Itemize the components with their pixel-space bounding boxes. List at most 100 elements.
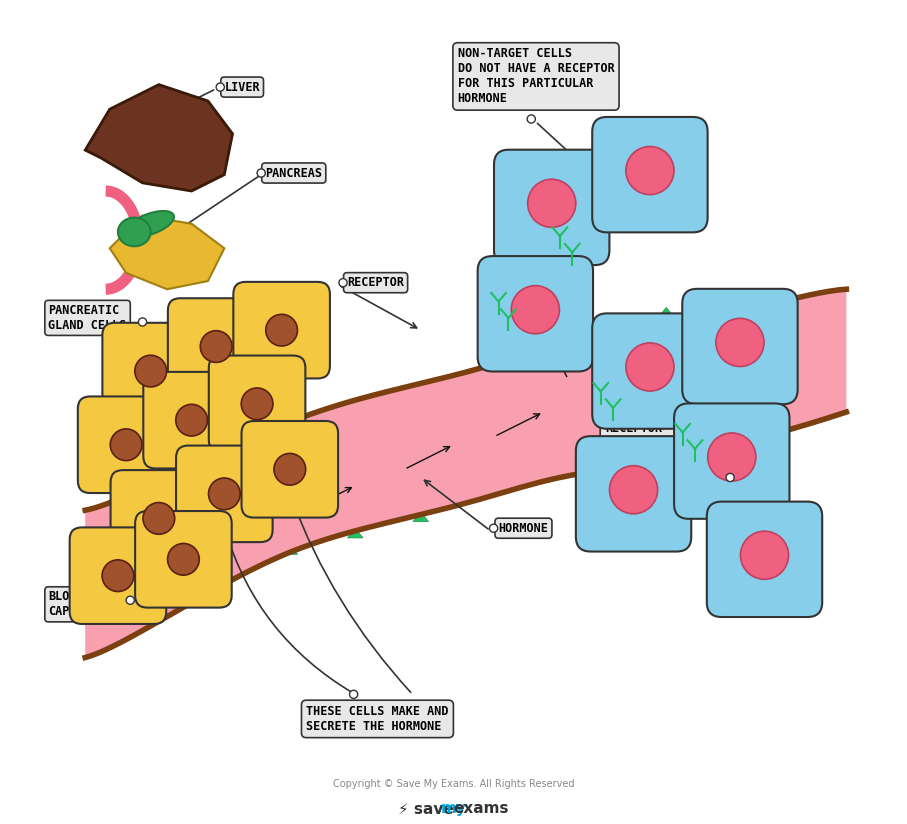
FancyBboxPatch shape bbox=[682, 289, 797, 405]
Polygon shape bbox=[184, 536, 200, 546]
Polygon shape bbox=[331, 463, 346, 472]
Circle shape bbox=[111, 429, 142, 461]
Circle shape bbox=[610, 466, 658, 514]
Polygon shape bbox=[380, 488, 395, 497]
FancyBboxPatch shape bbox=[707, 502, 823, 617]
Polygon shape bbox=[200, 512, 216, 522]
Polygon shape bbox=[266, 455, 281, 464]
Circle shape bbox=[512, 286, 560, 334]
Polygon shape bbox=[176, 430, 191, 440]
Text: LIVER: LIVER bbox=[224, 81, 260, 94]
Polygon shape bbox=[85, 289, 846, 658]
Polygon shape bbox=[642, 340, 658, 349]
Circle shape bbox=[528, 180, 576, 227]
Circle shape bbox=[339, 279, 347, 287]
Circle shape bbox=[168, 544, 200, 575]
Polygon shape bbox=[282, 545, 297, 555]
Circle shape bbox=[740, 531, 788, 579]
Circle shape bbox=[626, 343, 674, 391]
Polygon shape bbox=[413, 512, 429, 522]
Polygon shape bbox=[225, 405, 240, 415]
Text: THESE CELLS MAKE AND
SECRETE THE HORMONE: THESE CELLS MAKE AND SECRETE THE HORMONE bbox=[307, 705, 449, 733]
Circle shape bbox=[102, 559, 134, 592]
Circle shape bbox=[527, 115, 535, 123]
Circle shape bbox=[176, 405, 208, 436]
Ellipse shape bbox=[127, 211, 174, 236]
Polygon shape bbox=[298, 488, 314, 497]
Polygon shape bbox=[85, 85, 232, 191]
Circle shape bbox=[216, 83, 224, 91]
FancyBboxPatch shape bbox=[592, 313, 707, 428]
Polygon shape bbox=[528, 382, 543, 391]
FancyBboxPatch shape bbox=[576, 436, 691, 551]
Polygon shape bbox=[192, 365, 208, 374]
FancyBboxPatch shape bbox=[674, 404, 789, 519]
Circle shape bbox=[707, 433, 756, 481]
Text: ⚡ save: ⚡ save bbox=[398, 802, 454, 817]
Polygon shape bbox=[429, 438, 445, 448]
Circle shape bbox=[626, 147, 674, 194]
Polygon shape bbox=[658, 307, 674, 317]
Polygon shape bbox=[445, 463, 462, 472]
Circle shape bbox=[266, 314, 297, 346]
Polygon shape bbox=[495, 405, 511, 415]
Polygon shape bbox=[160, 389, 175, 399]
Circle shape bbox=[257, 169, 265, 177]
Text: RECEPTOR: RECEPTOR bbox=[347, 276, 405, 289]
FancyBboxPatch shape bbox=[111, 471, 207, 567]
FancyBboxPatch shape bbox=[494, 150, 610, 265]
Polygon shape bbox=[691, 324, 707, 333]
Circle shape bbox=[139, 318, 147, 326]
Polygon shape bbox=[544, 422, 560, 432]
FancyBboxPatch shape bbox=[592, 117, 707, 232]
Text: NON-TARGET CELLS
DO NOT HAVE A RECEPTOR
FOR THIS PARTICULAR
HORMONE: NON-TARGET CELLS DO NOT HAVE A RECEPTOR … bbox=[458, 48, 614, 105]
Polygon shape bbox=[315, 504, 330, 513]
Circle shape bbox=[209, 478, 240, 510]
Text: HORMONE: HORMONE bbox=[499, 522, 549, 535]
Text: exams: exams bbox=[454, 802, 509, 817]
Polygon shape bbox=[396, 455, 412, 464]
Circle shape bbox=[490, 524, 498, 532]
FancyBboxPatch shape bbox=[176, 446, 273, 542]
FancyBboxPatch shape bbox=[70, 527, 166, 624]
FancyBboxPatch shape bbox=[102, 323, 199, 419]
Polygon shape bbox=[512, 447, 527, 456]
Circle shape bbox=[349, 691, 357, 699]
Polygon shape bbox=[143, 455, 159, 464]
Polygon shape bbox=[610, 365, 625, 374]
Text: TARGET CELLS
HAVE A SPECIFIC
RECEPTOR
COMPLEMENTARY
TO THE HORMONE: TARGET CELLS HAVE A SPECIFIC RECEPTOR CO… bbox=[605, 392, 712, 465]
Polygon shape bbox=[577, 389, 592, 399]
Polygon shape bbox=[478, 488, 494, 497]
FancyBboxPatch shape bbox=[241, 421, 338, 517]
Text: Copyright © Save My Exams. All Rights Reserved: Copyright © Save My Exams. All Rights Re… bbox=[333, 780, 574, 789]
Circle shape bbox=[135, 355, 167, 387]
Polygon shape bbox=[110, 216, 224, 289]
Circle shape bbox=[126, 596, 134, 604]
Text: PANCREAS: PANCREAS bbox=[265, 166, 322, 180]
FancyBboxPatch shape bbox=[168, 298, 265, 395]
FancyBboxPatch shape bbox=[143, 372, 239, 469]
Polygon shape bbox=[462, 430, 478, 440]
Circle shape bbox=[716, 318, 764, 367]
Polygon shape bbox=[217, 561, 232, 571]
FancyBboxPatch shape bbox=[233, 282, 330, 378]
FancyBboxPatch shape bbox=[478, 256, 593, 372]
Text: PANCREATIC
GLAND CELLS: PANCREATIC GLAND CELLS bbox=[48, 304, 127, 332]
Circle shape bbox=[143, 503, 175, 534]
Text: BLOOD
CAPILLARY: BLOOD CAPILLARY bbox=[48, 590, 112, 618]
Polygon shape bbox=[209, 471, 224, 480]
Polygon shape bbox=[347, 528, 363, 538]
Circle shape bbox=[241, 388, 273, 419]
Text: my: my bbox=[441, 802, 466, 817]
Polygon shape bbox=[593, 357, 609, 366]
Circle shape bbox=[200, 330, 232, 363]
FancyBboxPatch shape bbox=[135, 511, 231, 607]
Polygon shape bbox=[724, 307, 739, 317]
Ellipse shape bbox=[118, 218, 151, 246]
FancyBboxPatch shape bbox=[78, 396, 174, 493]
Circle shape bbox=[726, 473, 735, 481]
Polygon shape bbox=[249, 520, 265, 530]
Polygon shape bbox=[626, 324, 641, 333]
Circle shape bbox=[274, 453, 306, 485]
Polygon shape bbox=[241, 438, 257, 448]
